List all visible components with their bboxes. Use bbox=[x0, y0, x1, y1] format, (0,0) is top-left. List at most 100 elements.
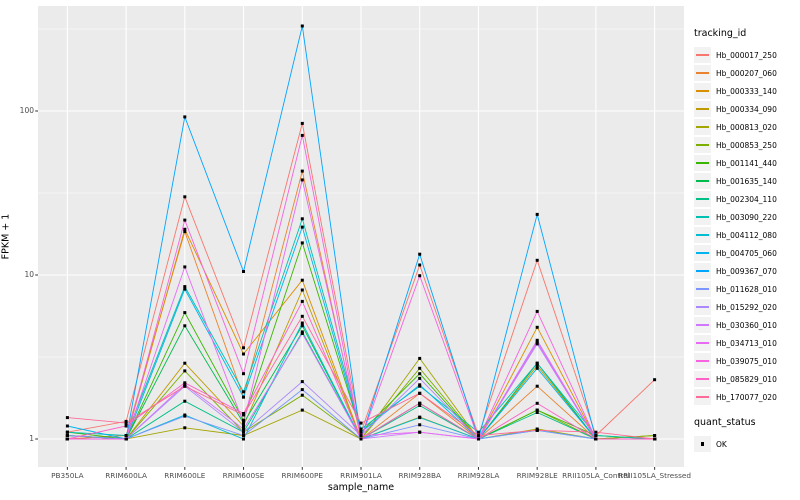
data-point bbox=[242, 421, 245, 425]
legend-title-tracking-id: tracking_id bbox=[694, 28, 747, 39]
data-point bbox=[183, 287, 187, 291]
x-tick-label: RRIM901LA bbox=[340, 471, 382, 480]
legend-line-icon bbox=[696, 378, 709, 380]
x-tick-label: RRIM600SE bbox=[222, 471, 265, 480]
legend-item: Hb_004112_080 bbox=[694, 226, 798, 244]
legend-key-box bbox=[694, 389, 711, 405]
legend-item-label: Hb_004112_080 bbox=[716, 230, 777, 240]
data-point bbox=[242, 390, 245, 394]
data-point bbox=[535, 342, 539, 346]
x-tick-label: PB350LA bbox=[51, 471, 84, 480]
data-point bbox=[477, 430, 480, 434]
data-point bbox=[535, 408, 539, 412]
legend-line-icon bbox=[696, 252, 709, 254]
legend-key-box bbox=[694, 47, 711, 63]
data-point bbox=[359, 437, 363, 441]
legend-key-box bbox=[694, 436, 711, 452]
data-point bbox=[359, 421, 363, 425]
data-point bbox=[300, 169, 304, 173]
legend-item: Hb_039075_010 bbox=[694, 352, 798, 370]
data-point bbox=[359, 427, 363, 431]
data-point bbox=[183, 115, 187, 119]
legend-item: Hb_001635_140 bbox=[694, 172, 798, 190]
data-point bbox=[183, 227, 187, 231]
data-point bbox=[124, 437, 128, 441]
data-point bbox=[300, 24, 304, 28]
data-point bbox=[183, 324, 187, 328]
legend-line-icon bbox=[696, 234, 709, 236]
data-point bbox=[535, 411, 539, 414]
legend-line-icon bbox=[696, 306, 709, 308]
data-point bbox=[418, 430, 422, 434]
data-point bbox=[418, 366, 422, 370]
data-point bbox=[418, 252, 422, 256]
data-point bbox=[242, 372, 245, 376]
data-point bbox=[300, 388, 304, 392]
data-point bbox=[300, 288, 304, 292]
x-tick-label: RRIM928LE bbox=[516, 471, 558, 480]
data-point bbox=[535, 212, 539, 216]
legend-item-label: Hb_001141_440 bbox=[716, 158, 777, 168]
data-point bbox=[183, 195, 187, 199]
legend-item-label: Hb_002304_110 bbox=[716, 194, 777, 204]
legend-item: Hb_004705_060 bbox=[694, 244, 798, 262]
legend-item: Hb_034713_010 bbox=[694, 334, 798, 352]
data-point bbox=[535, 340, 539, 344]
data-point bbox=[242, 395, 245, 399]
legend-item-label: Hb_030360_010 bbox=[716, 320, 777, 330]
y-tick-label: 1 bbox=[29, 434, 34, 443]
legend-line-icon bbox=[696, 342, 709, 344]
data-point bbox=[242, 430, 245, 434]
legend-key-box bbox=[694, 245, 711, 261]
data-point bbox=[65, 434, 69, 437]
data-point bbox=[535, 338, 539, 342]
legend-quant-status: quant_status OK bbox=[694, 417, 798, 453]
data-point bbox=[124, 419, 128, 423]
data-point bbox=[535, 309, 539, 313]
legend-key-box bbox=[694, 137, 711, 153]
legend-key-box bbox=[694, 299, 711, 315]
legend-item: Hb_000334_090 bbox=[694, 100, 798, 118]
legend-item-label: Hb_085829_010 bbox=[716, 374, 777, 384]
data-point bbox=[242, 437, 245, 441]
x-tick-label: RRIM600LA bbox=[105, 471, 147, 480]
legend-line-icon bbox=[696, 396, 709, 398]
data-point bbox=[535, 428, 539, 432]
legend-line-icon bbox=[696, 144, 709, 146]
data-point bbox=[242, 427, 245, 431]
legend-key-box bbox=[694, 317, 711, 333]
legend-line-icon bbox=[696, 270, 709, 272]
data-point bbox=[65, 416, 69, 420]
legend-item: Hb_170077_020 bbox=[694, 388, 798, 406]
legend-line-icon bbox=[696, 108, 709, 110]
y-axis-title: FPKM + 1 bbox=[0, 213, 12, 260]
data-point bbox=[300, 241, 304, 245]
legend-item: Hb_000017_250 bbox=[694, 46, 798, 64]
y-tick-label: 100 bbox=[19, 106, 34, 115]
legend-item: Hb_085829_010 bbox=[694, 370, 798, 388]
legend-key-box bbox=[694, 191, 711, 207]
data-point bbox=[535, 364, 539, 368]
data-point bbox=[183, 369, 187, 373]
data-point bbox=[242, 418, 245, 422]
data-point bbox=[418, 383, 422, 387]
legend-item: Hb_001141_440 bbox=[694, 154, 798, 172]
x-tick-label: RRIM600LE bbox=[164, 471, 206, 480]
data-point bbox=[300, 121, 304, 125]
data-point bbox=[359, 434, 363, 437]
data-point bbox=[594, 434, 598, 437]
legend-item-label: Hb_000017_250 bbox=[716, 50, 777, 60]
legend-item-label: Hb_004705_060 bbox=[716, 248, 777, 258]
legend-item: Hb_003090_220 bbox=[694, 208, 798, 226]
data-point bbox=[535, 366, 539, 370]
legend-item-label: Hb_039075_010 bbox=[716, 356, 777, 366]
legend-item: Hb_011628_010 bbox=[694, 280, 798, 298]
data-point bbox=[183, 426, 187, 430]
legend: tracking_id Hb_000017_250 Hb_000207_060 Hb… bbox=[694, 28, 798, 453]
legend-item: Hb_015292_020 bbox=[694, 298, 798, 316]
data-point bbox=[242, 424, 245, 428]
data-point bbox=[300, 278, 304, 282]
data-point bbox=[300, 324, 304, 328]
data-point bbox=[418, 391, 422, 395]
legend-line-icon bbox=[696, 180, 709, 182]
